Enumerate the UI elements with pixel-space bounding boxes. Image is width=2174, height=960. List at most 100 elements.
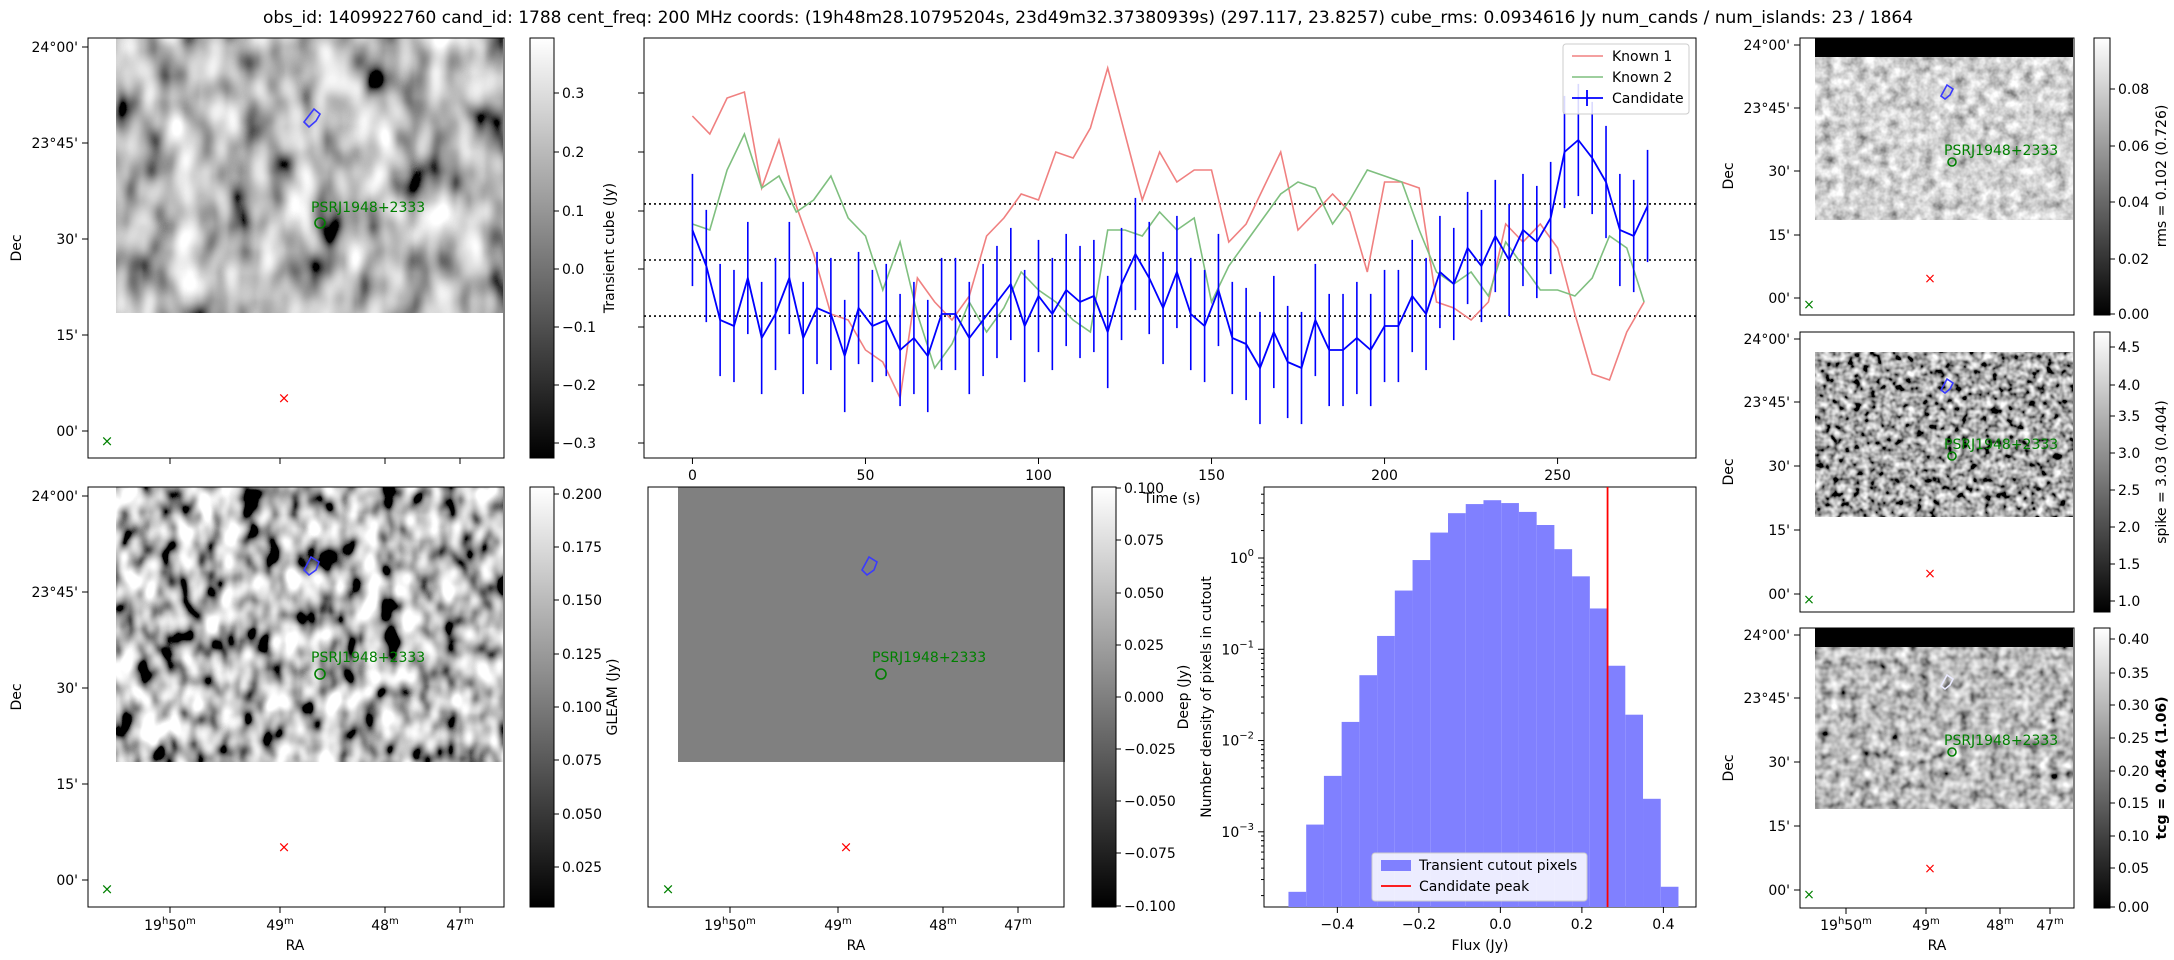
histogram-bars — [1288, 487, 1679, 907]
tcg-colorbar — [2093, 627, 2111, 909]
figure-title: obs_id: 1409922760 cand_id: 1788 cent_fr… — [263, 8, 1913, 28]
histogram-xticks: −0.4 −0.2 0.0 0.2 0.4 — [1320, 907, 1675, 933]
histogram-bar — [1465, 504, 1484, 907]
y-tick-label: 100 — [1230, 548, 1254, 567]
dec-axis-label: Dec — [9, 234, 25, 261]
transient-image — [116, 38, 503, 313]
candidate-contour — [1939, 83, 1955, 101]
cbar-tick-label: 0.3 — [562, 86, 584, 102]
red-cross-marker: × — [278, 389, 291, 407]
legend-label-known1: Known 1 — [1612, 49, 1672, 65]
spike-cbar-label: spike = 3.03 (0.404) — [2154, 400, 2170, 544]
deep-panel: PSRJ1948+2333 × × 19h50m 49m 48m 47m RA … — [647, 481, 1192, 954]
tcg-image-top-band — [1815, 628, 2073, 647]
cbar-tick-label: 0.25 — [2118, 731, 2149, 747]
histogram-bar — [1306, 824, 1324, 907]
green-cross-marker: × — [1803, 887, 1815, 903]
rms-panel: PSRJ1948+2333 × × 24°00' 23°45' 30' 15' … — [1721, 37, 2170, 323]
histogram-bar — [1430, 532, 1449, 907]
histogram-bar — [1660, 886, 1679, 907]
cbar-tick-label: 0.35 — [2118, 666, 2149, 682]
cbar-tick-label: 0.125 — [562, 647, 602, 663]
ra-tick-label: 47m — [1004, 916, 1032, 934]
lightcurve-legend: Known 1 Known 2 Candidate — [1562, 43, 1690, 115]
series-line — [691, 138, 1649, 371]
histogram-ylabel: Number density of pixels in cutout — [1199, 576, 1215, 818]
rms-cbar-label: rms = 0.102 (0.726) — [2154, 105, 2170, 248]
source-label: PSRJ1948+2333 — [872, 650, 986, 666]
cbar-tick-label: 0.175 — [562, 540, 602, 556]
rms-cbar-ticks: 0.08 0.06 0.04 0.02 0.00 — [2110, 82, 2149, 323]
ra-tick-label: 48m — [1986, 916, 2014, 934]
dec-tick-label: 23°45' — [32, 136, 78, 152]
source-marker — [314, 668, 326, 680]
ra-tick-label: 19h50m — [1820, 916, 1872, 934]
cbar-tick-label: 0.2 — [562, 145, 584, 161]
histogram-legend: Transient cutout pixels Candidate peak — [1371, 852, 1588, 902]
ra-tick-label: 47m — [2036, 916, 2064, 934]
transient-panel: PSRJ1948+2333 × × 24°00' 23°45' 30' 15' … — [9, 37, 618, 464]
histogram-bar — [1554, 549, 1573, 907]
candidate-contour — [861, 555, 878, 577]
source-marker — [1947, 451, 1957, 461]
lightcurve-xticks: 0 50 100 150 200 250 — [688, 458, 1571, 484]
transient-colorbar — [529, 37, 555, 459]
legend-swatch-hist — [1381, 860, 1411, 871]
cbar-tick-label: 0.40 — [2118, 632, 2149, 648]
green-cross-marker: × — [101, 432, 114, 450]
dec-axis-ticks: 24°00' 23°45' 30' 15' 00' — [1744, 38, 1800, 307]
green-cross-marker: × — [1803, 297, 1815, 313]
x-tick-label: 150 — [1198, 468, 1225, 484]
dec-tick-label: 30' — [56, 681, 78, 697]
cbar-tick-label: 4.5 — [2118, 340, 2140, 356]
series-line — [692, 131, 1645, 370]
cbar-tick-label: 0.075 — [562, 753, 602, 769]
cbar-tick-label: −0.075 — [1124, 846, 1176, 862]
cbar-tick-label: 0.00 — [2118, 307, 2149, 323]
x-tick-label: 200 — [1371, 468, 1398, 484]
rms-colorbar — [2093, 37, 2111, 316]
gleam-cbar-label: GLEAM (Jy) — [605, 659, 621, 736]
dec-tick-label: 15' — [1768, 819, 1790, 835]
cbar-tick-label: 1.5 — [2118, 557, 2140, 573]
x-tick-label: 0.2 — [1571, 917, 1593, 933]
candidate-contour — [302, 107, 322, 129]
ra-tick-label: 19h50m — [704, 916, 756, 934]
series-line — [691, 64, 1645, 401]
cbar-tick-label: 0.02 — [2118, 252, 2149, 268]
cbar-tick-label: 1.0 — [2118, 594, 2140, 610]
red-cross-marker: × — [1924, 271, 1936, 287]
spike-axes-frame — [1799, 331, 2075, 613]
green-cross-marker: × — [662, 880, 675, 898]
cbar-tick-label: −0.050 — [1124, 794, 1176, 810]
cbar-tick-label: 0.00 — [2118, 900, 2149, 916]
x-tick-label: 0 — [688, 468, 697, 484]
deep-cbar-ticks: 0.100 0.075 0.050 0.025 0.000 −0.025 −0.… — [1116, 481, 1176, 915]
source-label: PSRJ1948+2333 — [1944, 143, 2058, 159]
dec-tick-label: 24°00' — [32, 40, 78, 56]
y-tick-label: 10−3 — [1221, 822, 1254, 841]
dec-axis-ticks: 24°00' 23°45' 30' 15' 00' — [1744, 332, 1800, 603]
cbar-tick-label: 0.000 — [1124, 690, 1164, 706]
cbar-tick-label: 0.05 — [2118, 861, 2149, 877]
source-label: PSRJ1948+2333 — [1944, 437, 2058, 453]
dec-axis-label: Dec — [1721, 754, 1737, 781]
legend-box — [1562, 43, 1690, 115]
legend-box — [1371, 852, 1588, 902]
transient-axes-frame — [87, 37, 505, 459]
dec-tick-label: 24°00' — [1744, 628, 1790, 644]
histogram-bar — [1483, 500, 1502, 907]
histogram-bar — [1572, 576, 1590, 907]
legend-label-known2: Known 2 — [1612, 70, 1672, 86]
cbar-tick-label: 0.200 — [562, 487, 602, 503]
spike-panel: PSRJ1948+2333 × × 24°00' 23°45' 30' 15' … — [1721, 331, 2170, 613]
red-cross-marker: × — [278, 838, 291, 856]
red-cross-marker: × — [1924, 566, 1936, 582]
source-marker — [1947, 157, 1957, 167]
histogram-bar — [1377, 635, 1395, 907]
lightcurve-xlabel: Time (s) — [1143, 491, 1201, 507]
x-tick-label: −0.2 — [1402, 917, 1436, 933]
x-tick-label: 0.0 — [1489, 917, 1511, 933]
deep-axes-frame — [647, 486, 1065, 908]
ra-tick-label: 19h50m — [144, 916, 196, 934]
